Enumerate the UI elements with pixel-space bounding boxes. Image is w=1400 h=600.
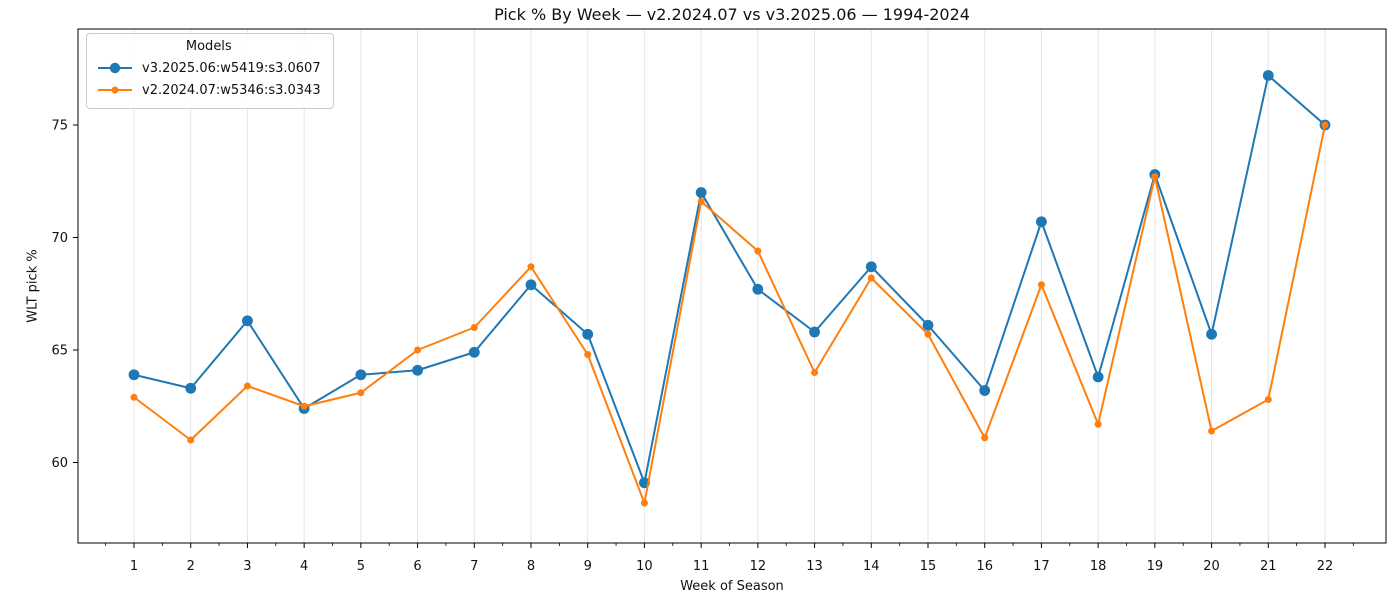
y-tick-label: 70: [51, 231, 68, 246]
data-point: [1264, 396, 1272, 403]
legend-item-v2: v2.2024.07:w5346:s3.0343: [97, 79, 321, 101]
x-tick-label: 7: [470, 559, 478, 574]
x-tick-label: 14: [863, 559, 880, 574]
data-point: [525, 279, 537, 291]
data-point: [414, 346, 422, 354]
data-point: [582, 328, 594, 340]
y-tick-label: 75: [51, 119, 68, 134]
data-point: [640, 499, 648, 507]
data-point: [242, 315, 253, 327]
legend-label-v2: v2.2024.07:w5346:s3.0343: [142, 82, 321, 98]
data-point: [468, 346, 480, 358]
data-point: [1036, 216, 1047, 228]
x-tick-label: 6: [413, 559, 421, 574]
x-tick-label: 20: [1203, 559, 1220, 574]
data-point: [187, 436, 195, 444]
legend-swatch-line-marker-icon: [98, 86, 132, 94]
data-point: [754, 247, 762, 255]
data-point: [1092, 371, 1104, 383]
data-point: [1037, 281, 1045, 289]
data-point: [924, 330, 932, 338]
y-axis-label: WLT pick %: [25, 249, 41, 323]
x-tick-label: 8: [527, 559, 535, 574]
plot-frame: [77, 28, 1387, 544]
x-tick-label: 11: [693, 559, 710, 574]
x-tick-label: 22: [1317, 559, 1334, 574]
data-point: [1208, 427, 1216, 435]
legend: Models v3.2025.06:w5419:s3.0607 v2.2024.…: [86, 33, 334, 109]
x-tick-label: 5: [357, 559, 365, 574]
legend-title: Models: [185, 39, 232, 54]
data-point: [1206, 328, 1217, 340]
series-line-v2: [133, 124, 1326, 504]
x-tick-label: 16: [976, 559, 993, 574]
data-point: [979, 385, 991, 396]
data-point: [1321, 121, 1329, 129]
data-point: [752, 283, 764, 295]
data-point: [185, 382, 197, 394]
series-line-v3: [133, 74, 1326, 484]
x-tick-label: 2: [187, 559, 195, 574]
x-tick-label: 13: [806, 559, 823, 574]
x-tick-label: 21: [1260, 559, 1277, 574]
y-tick-label: 65: [51, 344, 68, 359]
legend-swatch-line-marker-icon: [98, 62, 132, 74]
data-point: [470, 324, 478, 331]
data-point: [243, 382, 251, 390]
data-point: [1262, 70, 1274, 81]
data-point: [1094, 420, 1102, 428]
data-point: [130, 393, 138, 401]
legend-label-v3: v3.2025.06:w5419:s3.0607: [142, 60, 321, 76]
data-point: [527, 263, 535, 271]
x-tick-label: 18: [1090, 559, 1107, 574]
data-point: [357, 389, 365, 397]
x-tick-label: 12: [750, 559, 767, 574]
data-point: [695, 187, 707, 198]
data-point: [865, 261, 877, 273]
x-tick-label: 10: [636, 559, 653, 574]
x-tick-label: 17: [1033, 559, 1050, 574]
x-tick-label: 4: [300, 559, 308, 574]
x-axis-label: Week of Season: [680, 579, 784, 594]
data-point: [355, 369, 367, 381]
data-point: [981, 434, 989, 442]
y-tick-label: 60: [51, 456, 68, 471]
data-point: [867, 274, 875, 282]
x-tick-label: 1: [130, 559, 138, 574]
x-tick-label: 3: [243, 559, 251, 574]
x-tick-label: 19: [1147, 559, 1164, 574]
data-point: [1151, 173, 1159, 181]
legend-item-v3: v3.2025.06:w5419:s3.0607: [97, 57, 321, 79]
data-point: [128, 369, 140, 381]
data-point: [584, 351, 592, 358]
data-point: [412, 364, 423, 376]
chart-title: Pick % By Week — v2.2024.07 vs v3.2025.0…: [494, 5, 970, 24]
data-point: [809, 326, 820, 338]
data-point: [300, 402, 308, 410]
data-point: [922, 319, 934, 331]
x-tick-label: 15: [920, 559, 937, 574]
data-point: [811, 369, 819, 376]
data-point: [697, 198, 705, 205]
x-tick-label: 9: [584, 559, 592, 574]
